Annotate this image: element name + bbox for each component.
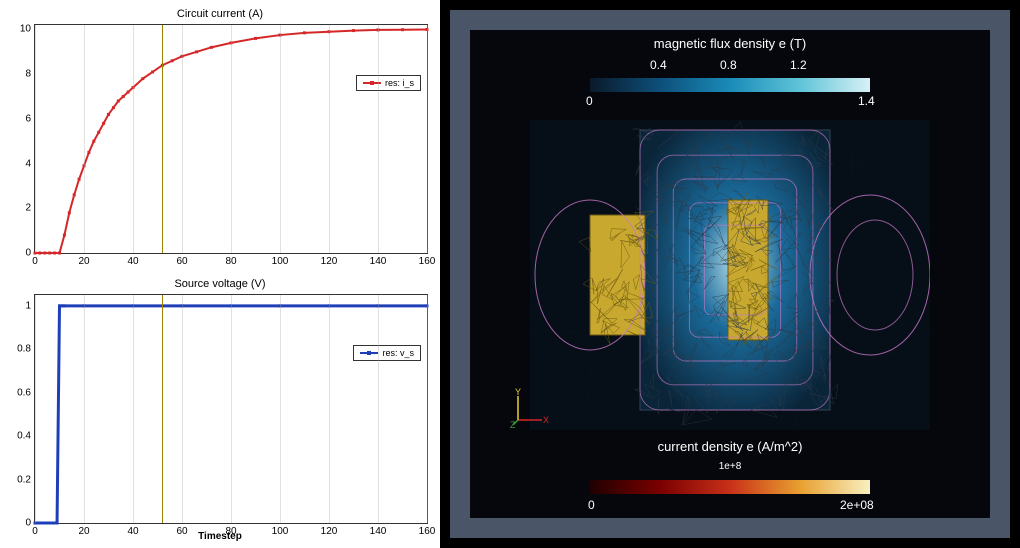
current-legend-label: res: i_s: [385, 78, 414, 88]
voltage-chart-title: Source voltage (V): [4, 274, 436, 292]
current-density-colorbar-label: current density e (A/m^2): [470, 439, 990, 454]
flux-colorbar-label: magnetic flux density e (T): [470, 36, 990, 51]
charts-panel: Circuit current (A) res: i_s 02468100204…: [0, 0, 440, 548]
voltage-plot-area: res: v_s 00.20.40.60.8102040608010012014…: [34, 294, 428, 524]
viz-frame: magnetic flux density e (T) 0.40.81.201.…: [450, 10, 1010, 538]
field-visualization: [530, 120, 930, 430]
voltage-legend: res: v_s: [353, 345, 421, 361]
flux-colorbar: [590, 78, 870, 92]
current-legend: res: i_s: [356, 75, 421, 91]
voltage-chart: Source voltage (V) res: v_s 00.20.40.60.…: [4, 274, 436, 544]
svg-text:X: X: [543, 415, 549, 425]
current-plot-area: res: i_s 0246810020406080100120140160: [34, 24, 428, 254]
axis-triad: X Y Z: [510, 388, 550, 428]
current-density-sublabel: 1e+8: [470, 461, 990, 472]
svg-text:Z: Z: [510, 420, 516, 428]
voltage-legend-label: res: v_s: [382, 348, 414, 358]
current-chart: Circuit current (A) res: i_s 02468100204…: [4, 4, 436, 274]
x-axis-label: Timestep: [198, 531, 242, 542]
current-density-colorbar: [590, 480, 870, 494]
current-chart-title: Circuit current (A): [4, 4, 436, 22]
viz-inner: magnetic flux density e (T) 0.40.81.201.…: [470, 30, 990, 518]
svg-text:Y: Y: [515, 388, 521, 397]
simulation-panel: magnetic flux density e (T) 0.40.81.201.…: [440, 0, 1020, 548]
